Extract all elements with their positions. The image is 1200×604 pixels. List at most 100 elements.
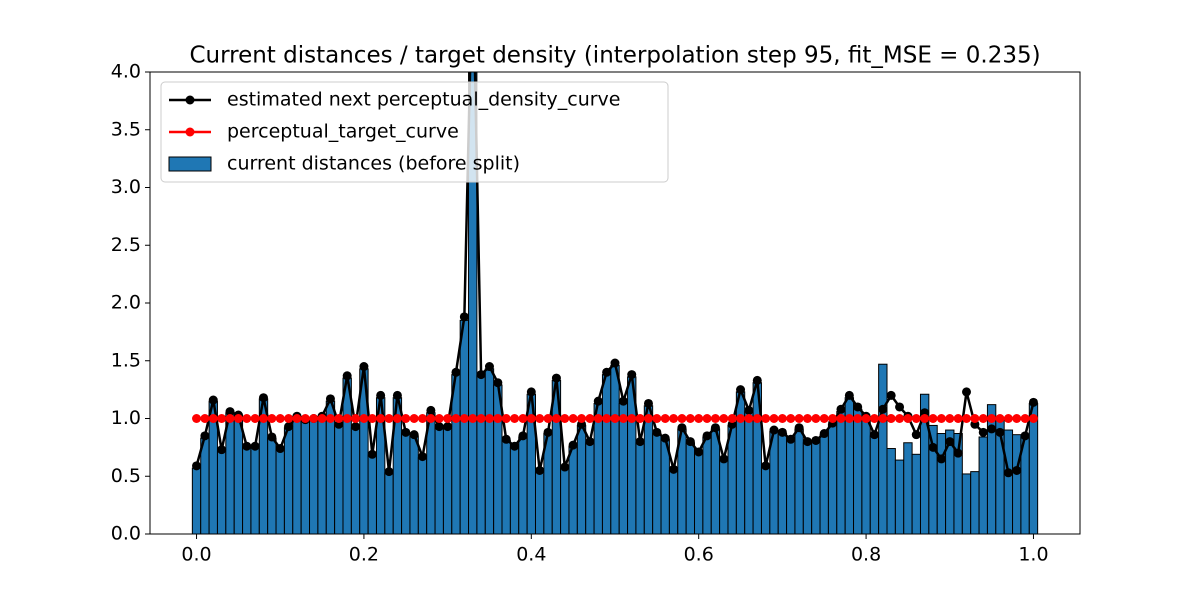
point	[217, 445, 227, 455]
bar	[610, 364, 620, 534]
point	[710, 423, 720, 433]
point	[962, 387, 972, 397]
point	[459, 312, 469, 322]
bar	[903, 442, 913, 534]
point	[334, 414, 344, 423]
point	[384, 467, 394, 477]
point	[953, 448, 963, 458]
bar	[861, 416, 871, 534]
point	[233, 414, 243, 423]
point	[284, 422, 294, 432]
point	[568, 414, 578, 423]
x-tick-label: 0.0	[181, 544, 211, 566]
point	[895, 414, 905, 423]
point	[543, 427, 553, 437]
bar	[509, 446, 520, 534]
x-tick-label: 0.4	[516, 544, 546, 566]
point	[192, 414, 202, 423]
point	[828, 414, 838, 423]
point	[844, 414, 854, 423]
plot-area	[191, 72, 1039, 534]
point	[426, 405, 436, 415]
point	[593, 396, 603, 406]
bar	[936, 433, 947, 534]
point	[535, 465, 545, 475]
point	[761, 461, 771, 471]
point	[560, 414, 570, 423]
bar	[886, 448, 896, 534]
point	[1020, 414, 1030, 423]
point	[392, 390, 402, 400]
point	[409, 430, 419, 440]
point	[953, 414, 963, 423]
y-tick-label: 3.5	[111, 118, 141, 140]
bar	[1003, 429, 1014, 534]
point	[752, 414, 762, 423]
point	[192, 461, 202, 471]
point	[643, 398, 653, 408]
point	[551, 414, 561, 423]
point	[510, 414, 520, 423]
point	[267, 414, 277, 423]
point	[359, 362, 369, 372]
bar	[568, 445, 578, 534]
point	[685, 414, 695, 423]
point	[568, 440, 578, 450]
point	[493, 414, 503, 423]
point	[861, 414, 871, 423]
point	[593, 414, 603, 423]
bar	[484, 368, 495, 534]
x-tick-label: 0.6	[684, 544, 714, 566]
bar	[819, 434, 829, 534]
legend-label: perceptual_target_curve	[227, 121, 459, 143]
point	[769, 425, 779, 435]
point	[911, 414, 921, 423]
point	[376, 414, 386, 423]
y-tick-label: 0.5	[111, 465, 141, 487]
point	[694, 414, 704, 423]
point	[794, 414, 804, 423]
point	[577, 414, 587, 423]
bar	[225, 412, 235, 534]
bar	[518, 436, 528, 534]
point	[275, 414, 285, 423]
point	[920, 414, 930, 423]
bar	[417, 457, 428, 534]
bar	[367, 454, 377, 534]
point	[886, 414, 896, 423]
point	[342, 371, 352, 381]
point	[376, 390, 386, 400]
point	[802, 437, 812, 447]
bar	[200, 437, 210, 534]
point	[777, 414, 787, 423]
bar	[786, 439, 796, 534]
point	[928, 414, 938, 423]
point	[208, 414, 218, 423]
point	[543, 414, 553, 423]
point	[669, 464, 679, 474]
bar	[652, 433, 662, 534]
point	[451, 367, 461, 377]
point	[978, 427, 988, 437]
bar	[401, 433, 411, 534]
point	[526, 414, 536, 423]
bar	[869, 435, 880, 534]
bar	[760, 466, 771, 534]
bar	[853, 408, 863, 534]
legend-swatch	[168, 156, 212, 172]
bar	[434, 427, 444, 534]
point	[250, 441, 260, 451]
point	[652, 414, 662, 423]
point	[401, 427, 411, 437]
point	[702, 431, 712, 441]
bar	[384, 472, 394, 534]
bar	[283, 427, 294, 534]
bar	[409, 435, 419, 534]
bar	[350, 427, 361, 534]
point	[987, 424, 997, 434]
point	[602, 414, 612, 423]
point	[208, 395, 218, 405]
point	[844, 390, 854, 400]
point	[727, 414, 737, 423]
point	[225, 407, 235, 417]
